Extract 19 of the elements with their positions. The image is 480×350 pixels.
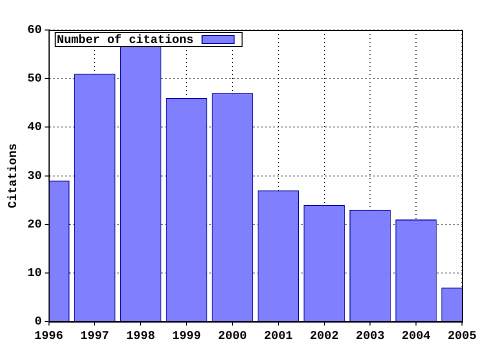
y-tick-label: 60 [27, 23, 42, 38]
y-tick-label: 50 [27, 72, 42, 86]
x-tick-label: 2002 [310, 328, 339, 343]
x-tick-label: 2000 [218, 328, 247, 343]
x-tick-label: 1996 [34, 328, 64, 343]
x-tick-label: 1997 [80, 328, 110, 343]
y-tick-label: 30 [27, 168, 42, 183]
y-axis-title: Citations [6, 143, 20, 208]
x-tick-label: 2003 [356, 328, 385, 343]
x-tick-label: 2001 [264, 328, 293, 343]
y-tick-label: 20 [27, 217, 42, 232]
legend-label: Number of citations [56, 33, 194, 48]
x-tick-label: 2004 [402, 328, 430, 343]
y-tick-label: 40 [27, 120, 42, 134]
y-tick-label: 0 [34, 314, 42, 329]
x-tick-label: 1998 [126, 328, 156, 343]
x-tick-label: 2005 [448, 328, 476, 343]
y-tick-label: 10 [27, 266, 42, 280]
x-tick-label: 1999 [172, 328, 201, 343]
